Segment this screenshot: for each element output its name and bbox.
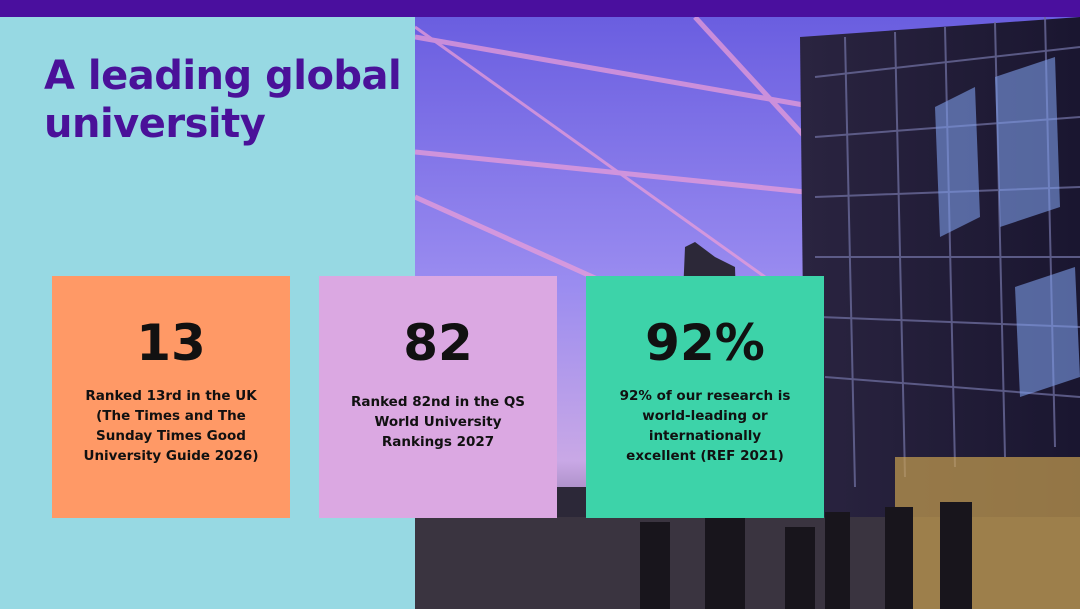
stat-description: Ranked 13rd in the UK (The Times and The S… (52, 386, 290, 466)
stat-card: 13 Ranked 13rd in the UK (The Times and Th… (52, 276, 290, 518)
description-line: (The Times and The (96, 408, 246, 424)
stat-description: Ranked 82nd in the QS World University Ran… (319, 392, 557, 452)
description-line: Sunday Times Good (96, 428, 246, 444)
stat-card: 92% 92% of our research is world-leading o… (586, 276, 824, 518)
description-line: 92% of our research is (619, 388, 791, 404)
description-line: excellent (REF 2021) (626, 448, 784, 464)
description-line: internationally (648, 428, 762, 444)
stat-description: 92% of our research is world-leading or in… (586, 386, 824, 466)
title-line: A leading global (44, 53, 402, 99)
description-line: University Guide 2026) (83, 448, 259, 464)
title: A leading global university (44, 52, 402, 148)
description-line: Ranked 82nd in the QS (350, 394, 526, 410)
stat-figure: 92% (645, 314, 765, 372)
description-line: Rankings 2027 (381, 434, 495, 450)
stat-figure: 82 (403, 314, 473, 372)
top-bar (0, 0, 1080, 17)
description-line: Ranked 13rd in the UK (85, 388, 257, 404)
stat-figure: 13 (136, 314, 206, 372)
title-line: university (44, 101, 266, 147)
description-line: World University (374, 414, 502, 430)
description-line: world-leading or (642, 408, 768, 424)
stat-card: 82 Ranked 82nd in the QS World University R… (319, 276, 557, 518)
